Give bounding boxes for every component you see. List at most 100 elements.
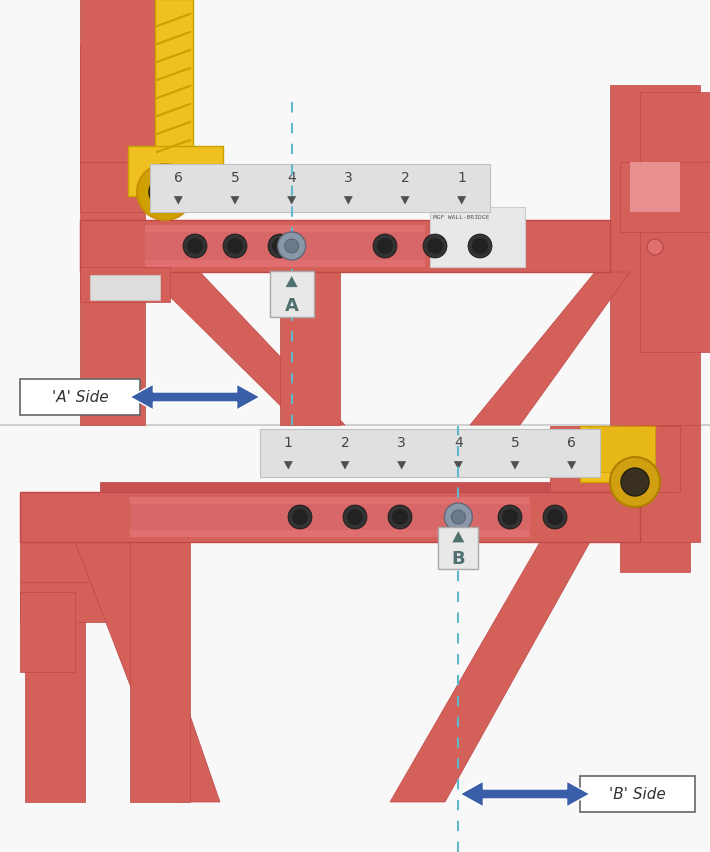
Text: 'B' Side: 'B' Side <box>609 786 666 802</box>
Circle shape <box>187 239 203 255</box>
Text: 6: 6 <box>174 171 182 185</box>
Bar <box>550 427 670 492</box>
Polygon shape <box>400 197 410 205</box>
Bar <box>80 268 170 302</box>
Circle shape <box>377 239 393 255</box>
Text: B: B <box>452 550 465 567</box>
Bar <box>130 504 530 531</box>
Bar <box>20 592 75 672</box>
Polygon shape <box>390 543 590 802</box>
Circle shape <box>547 509 563 526</box>
Bar <box>150 164 490 213</box>
Circle shape <box>268 234 292 259</box>
Text: 1: 1 <box>457 171 466 185</box>
Bar <box>145 226 425 268</box>
Text: 6: 6 <box>567 436 576 450</box>
Text: 3: 3 <box>344 171 353 185</box>
Circle shape <box>392 509 408 526</box>
Circle shape <box>183 234 207 259</box>
Bar <box>610 86 700 425</box>
Bar <box>80 163 190 213</box>
Bar <box>590 427 655 473</box>
Bar <box>20 582 130 622</box>
FancyBboxPatch shape <box>270 271 314 317</box>
Polygon shape <box>145 273 345 425</box>
Polygon shape <box>285 277 297 288</box>
Circle shape <box>373 234 397 259</box>
Bar <box>640 93 710 353</box>
Circle shape <box>388 505 412 529</box>
Bar <box>0 427 710 852</box>
Circle shape <box>468 234 492 259</box>
Circle shape <box>543 505 567 529</box>
Polygon shape <box>567 462 577 470</box>
Polygon shape <box>454 462 463 470</box>
Bar <box>145 233 425 261</box>
Circle shape <box>227 239 243 255</box>
Text: 2: 2 <box>400 171 410 185</box>
Circle shape <box>292 509 308 526</box>
Bar <box>620 163 710 233</box>
Polygon shape <box>75 543 220 802</box>
Text: 3: 3 <box>398 436 406 450</box>
Bar <box>100 482 550 492</box>
Polygon shape <box>510 462 520 470</box>
Text: 'A' Side: 'A' Side <box>52 390 109 405</box>
Text: 5: 5 <box>231 171 239 185</box>
Circle shape <box>272 239 288 255</box>
Polygon shape <box>174 197 183 205</box>
Polygon shape <box>460 781 590 807</box>
Circle shape <box>448 505 472 529</box>
Bar <box>20 492 640 543</box>
Bar <box>640 425 700 543</box>
Polygon shape <box>287 197 296 205</box>
Bar <box>620 425 690 573</box>
Circle shape <box>472 239 488 255</box>
Polygon shape <box>344 197 353 205</box>
Polygon shape <box>284 462 293 470</box>
Circle shape <box>137 164 193 221</box>
Bar <box>580 427 660 482</box>
Circle shape <box>423 234 447 259</box>
Text: MGF WALL-BRIDGE: MGF WALL-BRIDGE <box>433 215 489 220</box>
Polygon shape <box>397 462 406 470</box>
Bar <box>130 538 190 802</box>
Polygon shape <box>457 197 466 205</box>
Circle shape <box>223 234 247 259</box>
Polygon shape <box>452 532 464 543</box>
Bar <box>610 427 640 492</box>
Circle shape <box>347 509 363 526</box>
Text: 5: 5 <box>510 436 520 450</box>
Circle shape <box>444 504 472 532</box>
Text: 2: 2 <box>341 436 349 450</box>
Bar <box>90 276 160 301</box>
Circle shape <box>452 510 465 524</box>
Bar <box>20 379 140 416</box>
Bar <box>280 271 340 425</box>
Polygon shape <box>130 384 260 411</box>
Polygon shape <box>231 197 239 205</box>
Circle shape <box>285 239 299 254</box>
Bar <box>630 163 680 213</box>
Circle shape <box>621 469 649 497</box>
Circle shape <box>288 505 312 529</box>
Polygon shape <box>341 462 349 470</box>
FancyBboxPatch shape <box>438 527 479 569</box>
Bar <box>645 427 680 492</box>
Circle shape <box>610 458 660 508</box>
Polygon shape <box>470 273 630 425</box>
Bar <box>430 208 525 268</box>
Bar <box>80 46 145 425</box>
Bar <box>130 498 530 538</box>
Circle shape <box>647 239 663 256</box>
Text: 1: 1 <box>284 436 293 450</box>
Text: 4: 4 <box>288 171 296 185</box>
Bar <box>128 147 223 197</box>
Text: 4: 4 <box>454 436 463 450</box>
Bar <box>155 0 193 163</box>
Circle shape <box>427 239 443 255</box>
Circle shape <box>498 505 522 529</box>
Bar <box>20 538 175 582</box>
Bar <box>580 776 695 812</box>
Bar <box>260 429 600 477</box>
